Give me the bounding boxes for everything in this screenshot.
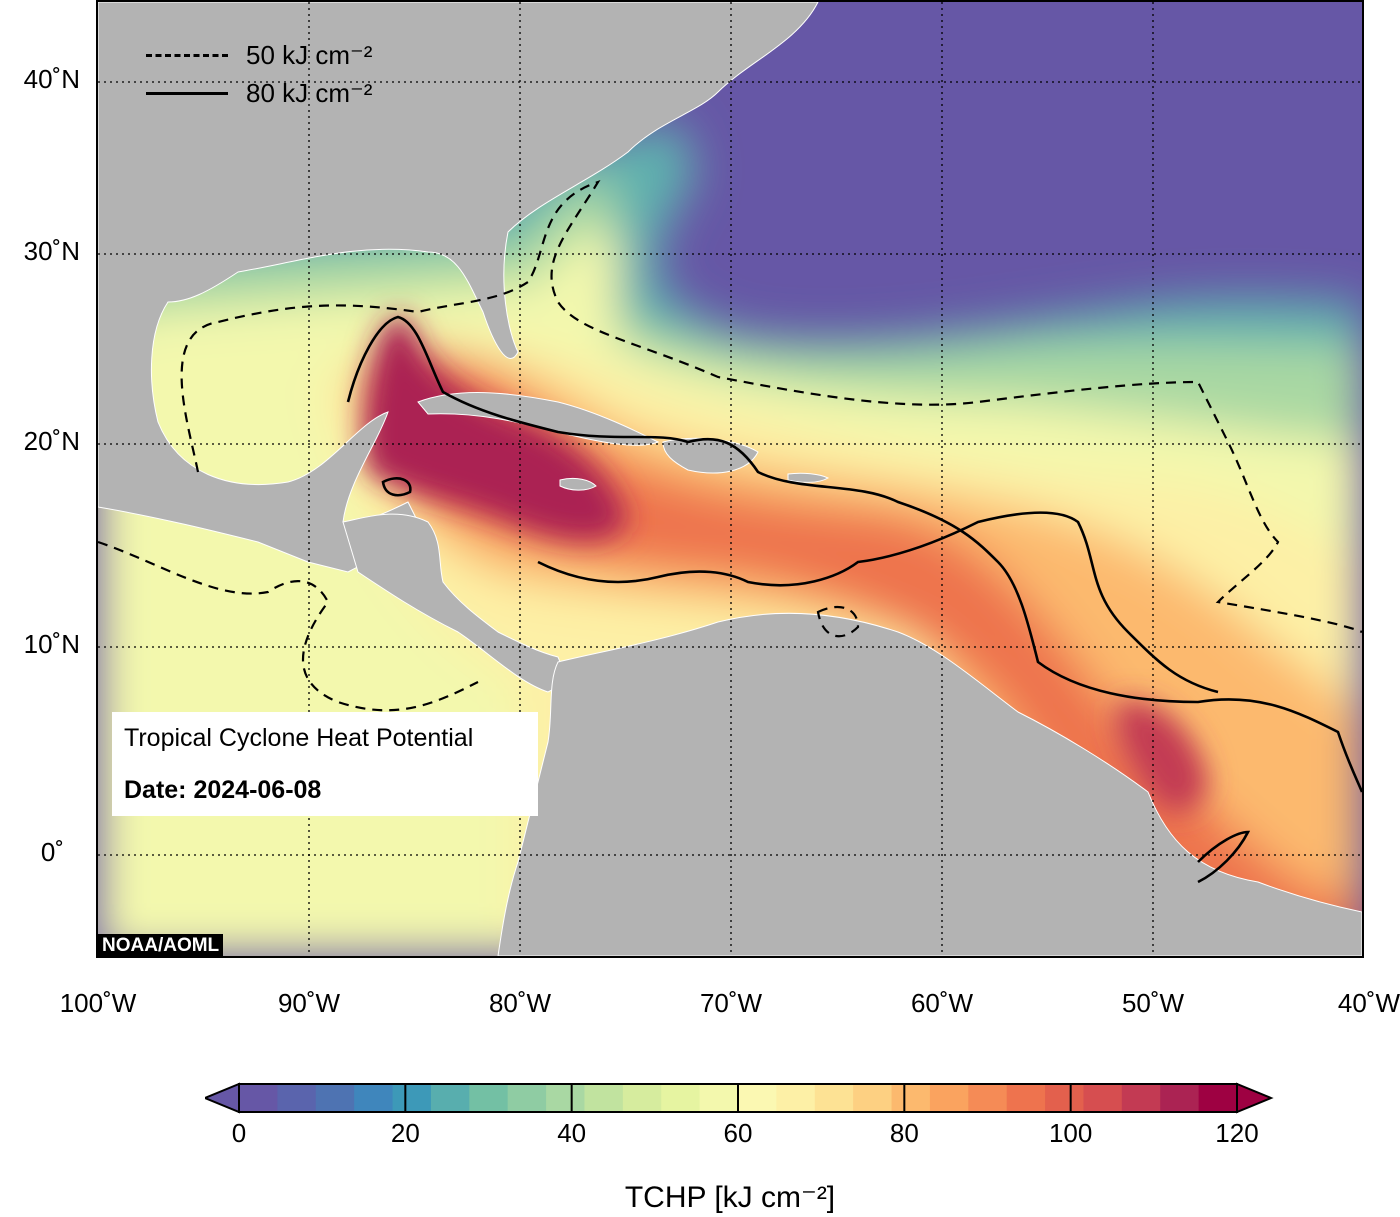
- colorbar-swatch: [392, 1084, 432, 1112]
- contour-50-south: [98, 540, 479, 712]
- colorbar-swatch: [1160, 1084, 1200, 1112]
- colorbar-swatch: [1198, 1084, 1238, 1112]
- lon-label-50w: 50˚W: [1121, 988, 1185, 1018]
- land-central-america: [342, 513, 569, 693]
- tchp-core-guiana: [1115, 700, 1208, 814]
- lat-label-10: 10˚N: [23, 629, 80, 659]
- colorbar-swatch: [546, 1084, 586, 1112]
- colorbar-swatch: [1121, 1084, 1161, 1112]
- land-north-america: [98, 2, 819, 573]
- colorbar-swatch: [968, 1084, 1008, 1112]
- land-jamaica: [559, 477, 597, 491]
- colorbar-swatch: [814, 1084, 854, 1112]
- colorbar-swatch: [469, 1084, 509, 1112]
- solid-line-swatch: [146, 92, 228, 95]
- colorbar-swatch: [315, 1084, 355, 1112]
- colorbar-swatch: [699, 1084, 739, 1112]
- lon-label-100w: 100˚W: [59, 988, 137, 1018]
- contour-80: [346, 315, 1362, 884]
- lat-label-40: 40˚N: [23, 64, 80, 94]
- colorbar-tick-label: 80: [889, 1118, 919, 1148]
- credit-label: NOAA/AOML: [98, 934, 224, 958]
- contour-80-ring: [381, 477, 412, 497]
- colorbar-tick-label: 120: [1215, 1118, 1259, 1148]
- lon-label-60w: 60˚W: [910, 988, 974, 1018]
- map-date: Date: 2024-06-08: [124, 776, 322, 804]
- lon-label-70w: 70˚W: [699, 988, 763, 1018]
- lon-label-90w: 90˚W: [277, 988, 341, 1018]
- contour-80-guiana: [1197, 830, 1251, 884]
- colorbar-tick-label: 60: [723, 1118, 753, 1148]
- colorbar-swatch: [239, 1084, 278, 1112]
- colorbar: [205, 1082, 1274, 1114]
- lat-label-30: 30˚N: [23, 236, 80, 266]
- colorbar-swatch: [1045, 1084, 1085, 1112]
- legend-label-80: 80 kJ cm⁻²: [246, 78, 373, 108]
- contour-50-line: [180, 180, 1362, 634]
- colorbar-ticks: [238, 1084, 1238, 1112]
- colorbar-under-arrow: [205, 1082, 240, 1114]
- contour-80-caribbean: [346, 315, 1362, 793]
- colorbar-swatch: [853, 1084, 893, 1112]
- colorbar-title: TCHP [kJ cm⁻²]: [624, 1181, 836, 1214]
- land-cuba: [417, 392, 660, 446]
- colorbar-swatch: [1006, 1084, 1046, 1112]
- colorbar-tick-label: 100: [1048, 1118, 1093, 1148]
- lat-label-20: 20˚N: [23, 426, 80, 456]
- legend-label-50: 50 kJ cm⁻²: [246, 40, 373, 70]
- colorbar-swatch: [507, 1084, 547, 1112]
- colorbar-swatch: [661, 1084, 701, 1112]
- contour-50-lesser: [816, 605, 860, 638]
- colorbar-over-arrow: [1236, 1082, 1274, 1114]
- contour-80-south: [537, 511, 1219, 694]
- land-south-america: [497, 612, 1362, 956]
- lat-label-0: 0˚: [40, 837, 64, 867]
- colorbar-swatch: [277, 1084, 317, 1112]
- colorbar-tick-label: 20: [390, 1118, 420, 1148]
- map-title: Tropical Cyclone Heat Potential: [124, 724, 474, 752]
- contour-50: [98, 180, 1362, 712]
- colorbar-tick-label: 40: [557, 1118, 587, 1148]
- colorbar-swatch: [929, 1084, 969, 1112]
- colorbar-swatch: [430, 1084, 470, 1112]
- lon-label-80w: 80˚W: [488, 988, 552, 1018]
- colorbar-tick-label: 0: [231, 1118, 247, 1148]
- colorbar-swatches: [239, 1084, 1238, 1112]
- colorbar-swatch: [1083, 1084, 1123, 1112]
- colorbar-swatch: [584, 1084, 624, 1112]
- lon-label-40w: 40˚W: [1337, 988, 1400, 1018]
- colorbar-swatch: [354, 1084, 394, 1112]
- colorbar-swatch: [738, 1084, 777, 1112]
- dashed-line-swatch: [146, 54, 228, 57]
- info-box: Tropical Cyclone Heat Potential Date: 20…: [112, 712, 538, 816]
- colorbar-swatch: [776, 1084, 816, 1112]
- colorbar-swatch: [622, 1084, 662, 1112]
- land-puerto-rico: [787, 472, 830, 483]
- colorbar-swatch: [891, 1084, 931, 1112]
